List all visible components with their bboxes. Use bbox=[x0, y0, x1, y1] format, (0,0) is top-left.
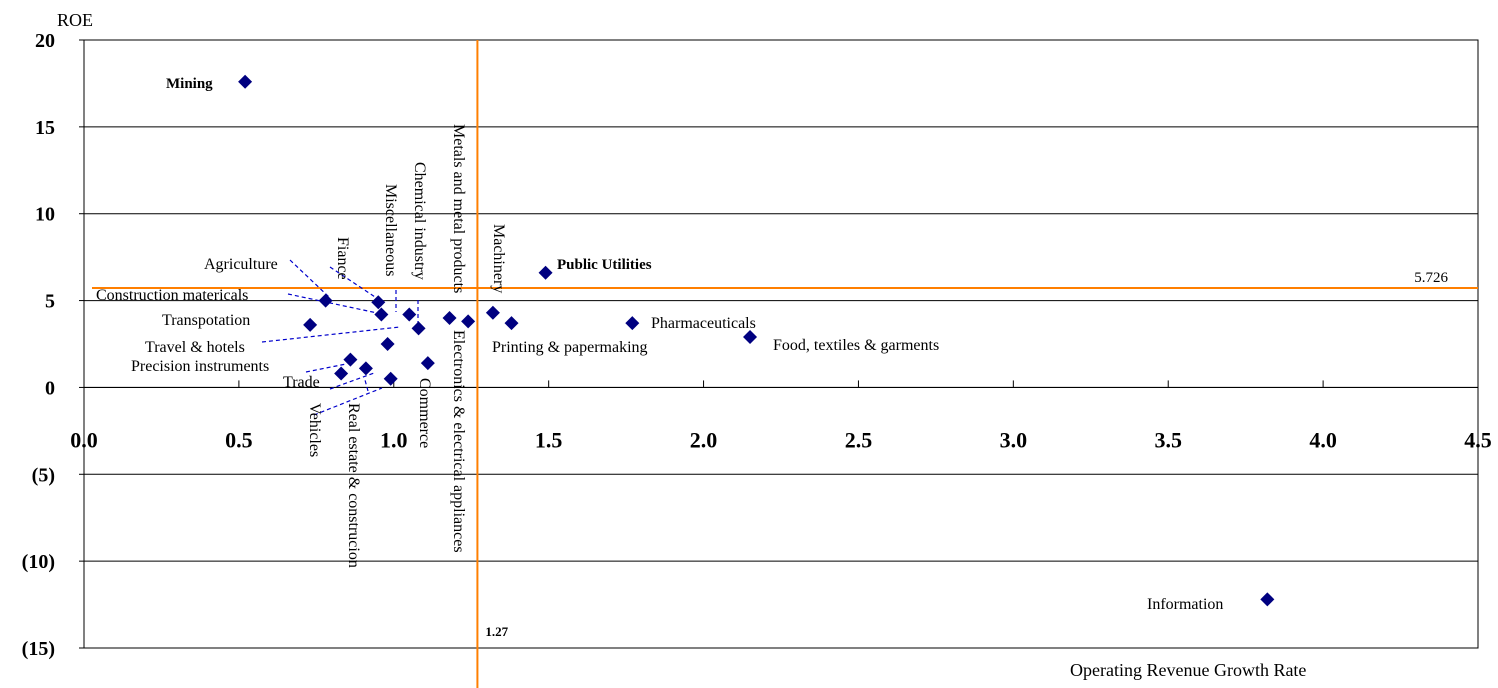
leader-line bbox=[261, 326, 401, 343]
point-label: Information bbox=[1147, 596, 1223, 613]
data-point bbox=[504, 316, 519, 331]
data-point bbox=[374, 307, 389, 322]
point-label: Real estate & construcion bbox=[345, 403, 362, 568]
leader-line bbox=[364, 379, 369, 392]
data-point bbox=[303, 317, 318, 332]
y-tick-label: 20 bbox=[35, 30, 55, 52]
leader-line bbox=[287, 293, 383, 315]
data-point bbox=[485, 305, 500, 320]
reference-label-x: 1.27 bbox=[485, 624, 508, 639]
x-tick-label: 3.5 bbox=[1154, 427, 1182, 452]
leader-line bbox=[329, 372, 375, 390]
point-label: Public Utilities bbox=[557, 257, 652, 273]
x-tick-label: 4.0 bbox=[1309, 427, 1337, 452]
y-tick-label: (10) bbox=[22, 551, 55, 573]
plot-frame bbox=[83, 39, 1479, 649]
reference-label-y: 5.726 bbox=[1414, 270, 1448, 286]
point-label: Trade bbox=[283, 374, 320, 391]
data-point bbox=[371, 295, 386, 310]
x-axis-title: Operating Revenue Growth Rate bbox=[1070, 660, 1306, 680]
data-point bbox=[625, 316, 640, 331]
data-point bbox=[411, 321, 426, 336]
data-point bbox=[420, 356, 435, 371]
y-tick-label: 10 bbox=[35, 204, 55, 226]
data-point bbox=[402, 307, 417, 322]
leader-lines bbox=[261, 259, 419, 416]
point-label: Machinery bbox=[490, 224, 507, 293]
data-point bbox=[343, 352, 358, 367]
data-point bbox=[334, 366, 349, 381]
x-tick-label: 2.0 bbox=[690, 427, 718, 452]
point-label: Precision instruments bbox=[131, 358, 269, 375]
point-label: Chemical industry bbox=[411, 162, 428, 280]
point-label: Food, textiles & garments bbox=[773, 337, 939, 354]
x-tick-label: 3.0 bbox=[1000, 427, 1028, 452]
point-label: Mining bbox=[166, 76, 213, 92]
y-tick-label: 5 bbox=[45, 291, 55, 313]
point-labels: Mining Public Utilities Agriculture Fiance C… bbox=[96, 76, 1223, 613]
leader-line bbox=[313, 387, 383, 416]
reference-lines: 1.27 5.726 bbox=[92, 40, 1478, 688]
point-label: Printing & papermaking bbox=[492, 339, 648, 356]
point-label: Travel & hotels bbox=[145, 339, 245, 356]
data-point bbox=[743, 330, 758, 345]
data-point bbox=[358, 361, 373, 376]
data-point bbox=[238, 74, 253, 89]
data-point bbox=[1260, 592, 1275, 607]
data-points bbox=[238, 74, 1275, 607]
point-label: Vehicles bbox=[306, 403, 323, 457]
y-tick-label: (5) bbox=[32, 464, 55, 486]
point-label: Commerce bbox=[416, 378, 433, 448]
x-tick-label: 1.5 bbox=[535, 427, 563, 452]
y-tick-label: 0 bbox=[45, 377, 55, 399]
x-tick-label: 0.5 bbox=[225, 427, 253, 452]
point-label: Construction matericals bbox=[96, 287, 248, 304]
x-tick-label: 1.0 bbox=[380, 427, 408, 452]
data-point bbox=[538, 265, 553, 280]
data-point bbox=[461, 314, 476, 329]
x-tick-label: 0.0 bbox=[70, 427, 98, 452]
y-tick-label: 15 bbox=[35, 117, 55, 139]
point-label: Fiance bbox=[334, 237, 351, 280]
point-label: Electronics & electrical appliances bbox=[450, 330, 467, 553]
point-label: Pharmaceuticals bbox=[651, 315, 756, 332]
y-tick-label: (15) bbox=[22, 638, 55, 660]
leader-line bbox=[289, 259, 330, 298]
data-point bbox=[383, 371, 398, 386]
point-label: Metals and metal products bbox=[450, 124, 467, 293]
x-tick-label: 4.5 bbox=[1464, 427, 1492, 452]
data-point bbox=[380, 337, 395, 351]
point-label: Miscellaneous bbox=[382, 184, 399, 276]
x-tick-label: 2.5 bbox=[845, 427, 873, 452]
data-point bbox=[442, 310, 457, 325]
data-point bbox=[318, 293, 333, 308]
tick-labels: 20 15 10 5 0 (5) (10) (15) 0.0 0.5 1.0 1.5 2.0 2.5 3.0… bbox=[22, 30, 1492, 660]
point-label: Agriculture bbox=[204, 256, 278, 273]
y-axis-title: ROE bbox=[57, 10, 93, 30]
leader-line bbox=[329, 266, 379, 300]
point-label: Transpotation bbox=[162, 312, 250, 329]
axes bbox=[79, 39, 1479, 649]
